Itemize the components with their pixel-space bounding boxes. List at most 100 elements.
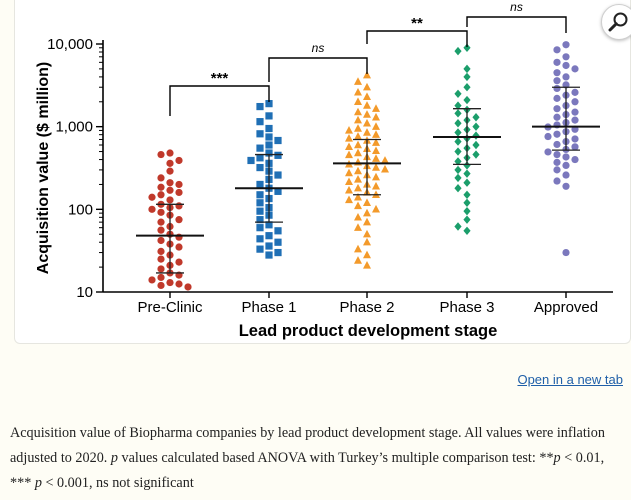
data-point <box>166 159 174 167</box>
data-point <box>354 223 362 231</box>
data-point <box>175 280 183 288</box>
data-point <box>463 43 471 52</box>
data-point <box>463 161 471 170</box>
data-point <box>454 109 462 118</box>
data-point <box>157 218 165 226</box>
data-point <box>354 256 362 264</box>
data-point <box>345 168 353 177</box>
data-point <box>363 237 371 246</box>
open-in-new-tab-link[interactable]: Open in a new tab <box>517 372 623 387</box>
data-point <box>166 167 174 175</box>
data-point <box>157 191 165 199</box>
data-point <box>157 255 165 263</box>
data-point <box>354 140 362 149</box>
data-point <box>372 146 380 155</box>
data-point <box>363 128 371 136</box>
data-point <box>571 116 579 124</box>
data-point <box>354 201 362 210</box>
data-point <box>562 61 570 70</box>
data-point <box>265 251 273 259</box>
data-point <box>345 195 353 204</box>
data-point <box>157 281 165 290</box>
data-point <box>463 198 471 207</box>
data-point <box>372 154 380 162</box>
data-point <box>562 41 570 49</box>
data-point <box>157 183 165 191</box>
data-point <box>354 87 362 96</box>
data-point <box>571 143 579 151</box>
zoom-button[interactable] <box>601 4 631 40</box>
data-point <box>372 204 380 213</box>
data-point <box>363 217 371 226</box>
data-point <box>553 130 561 138</box>
data-point <box>472 150 480 159</box>
data-point <box>463 190 471 199</box>
data-point <box>175 202 183 210</box>
significance-bracket <box>366 30 468 47</box>
data-point <box>256 144 264 152</box>
data-point <box>562 171 570 179</box>
data-point <box>354 175 362 183</box>
data-point <box>372 130 380 138</box>
data-point <box>265 242 273 250</box>
data-point <box>553 84 561 93</box>
data-point <box>553 46 561 54</box>
data-point <box>381 164 389 173</box>
significance-label: *** <box>211 70 229 87</box>
caption-text-4: < 0.001, ns not significant <box>41 475 194 491</box>
data-point <box>553 77 561 85</box>
data-point <box>553 94 561 102</box>
data-point <box>256 235 264 243</box>
significance-label: ns <box>312 41 325 55</box>
data-point <box>345 185 353 194</box>
data-point <box>256 207 264 215</box>
data-point <box>256 199 264 207</box>
data-point <box>157 174 165 182</box>
caption-text-1: Acquisition value of Biopharma companies… <box>10 425 605 466</box>
caption-text-2: values calculated based ANOVA with Turke… <box>117 450 554 466</box>
y-axis-title: Acquisition value ($ million) <box>35 62 52 274</box>
data-point <box>175 188 183 197</box>
data-point <box>454 89 462 98</box>
data-point <box>363 118 371 127</box>
data-point <box>256 245 264 253</box>
data-point <box>472 131 480 140</box>
x-tick-label: Approved <box>534 299 598 316</box>
data-point <box>354 192 362 201</box>
data-point <box>363 101 371 109</box>
data-point <box>256 118 264 126</box>
data-point <box>372 122 380 130</box>
data-point <box>562 161 570 169</box>
caption-p-symbol-3: p <box>34 475 42 491</box>
data-point <box>148 205 156 213</box>
data-point <box>571 65 579 73</box>
data-point <box>256 102 264 111</box>
data-point <box>562 248 570 257</box>
y-tick-label: 10 <box>76 284 93 301</box>
data-point <box>372 112 380 121</box>
data-point <box>175 180 183 189</box>
significance-bracket <box>466 16 567 33</box>
significance-label: ** <box>411 15 423 32</box>
data-point <box>166 278 174 287</box>
data-point <box>354 166 362 175</box>
data-point <box>463 83 471 92</box>
data-point <box>454 46 462 56</box>
data-point <box>363 260 371 269</box>
data-point <box>157 247 165 255</box>
data-point <box>274 248 282 257</box>
data-point <box>166 186 174 194</box>
data-point <box>157 273 165 282</box>
x-tick-label: Phase 3 <box>439 299 494 316</box>
data-point <box>454 157 462 166</box>
data-point <box>372 138 380 146</box>
data-point <box>372 163 380 171</box>
figure-panel: 10 100 1,000 10,000 Pre-Clinic Phase 1 Phase 2… <box>14 0 631 344</box>
data-point <box>363 250 371 259</box>
data-point <box>463 169 471 178</box>
acquisition-value-chart: 10 100 1,000 10,000 Pre-Clinic Phase 1 Phase 2… <box>35 0 613 340</box>
data-point <box>157 150 165 159</box>
data-point <box>472 122 480 131</box>
data-point <box>454 101 462 110</box>
data-point <box>247 156 255 165</box>
